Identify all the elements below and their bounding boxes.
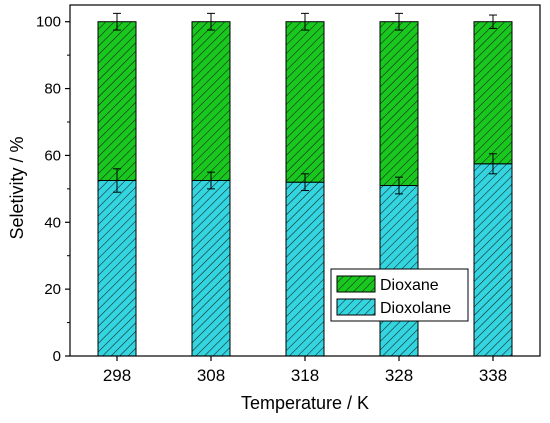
error-bar-dioxolane-308 xyxy=(207,171,215,190)
x-tick-label: 318 xyxy=(291,366,319,385)
bar-dioxane-308 xyxy=(191,21,231,182)
error-bar-dioxane-308 xyxy=(207,12,215,31)
error-bars-layer xyxy=(113,12,497,195)
legend: Dioxane Dioxolane xyxy=(330,268,469,322)
y-axis: 0 20 40 60 80 100 xyxy=(36,14,70,365)
error-bar-dioxane-318 xyxy=(301,12,309,31)
bar-dioxane-298 xyxy=(97,21,137,182)
y-tick-label: 60 xyxy=(44,147,61,164)
y-tick-label: 0 xyxy=(53,348,61,365)
x-tick-label: 328 xyxy=(385,366,413,385)
y-tick-label: 100 xyxy=(36,14,61,31)
bar-dioxane-338 xyxy=(473,21,513,165)
error-bar-dioxane-298 xyxy=(113,12,121,31)
y-tick-label: 40 xyxy=(44,214,61,231)
error-bar-dioxolane-328 xyxy=(395,176,403,195)
legend-swatch-dioxane xyxy=(336,275,376,293)
bar-dioxolane-318 xyxy=(285,181,325,357)
x-tick-label: 308 xyxy=(197,366,225,385)
error-bar-dioxolane-318 xyxy=(301,173,309,192)
bar-dioxolane-298 xyxy=(97,180,137,357)
error-bar-dioxane-328 xyxy=(395,12,403,31)
y-tick-label: 20 xyxy=(44,281,61,298)
x-axis-label: Temperature / K xyxy=(241,393,369,413)
bars-layer xyxy=(97,21,513,357)
legend-label-dioxane: Dioxane xyxy=(380,277,439,294)
bar-dioxolane-338 xyxy=(473,163,513,357)
legend-swatch-dioxolane xyxy=(336,298,376,316)
y-axis-label: Seletivity / % xyxy=(7,136,27,239)
bar-dioxane-318 xyxy=(285,21,325,183)
legend-label-dioxolane: Dioxolane xyxy=(380,300,451,317)
x-tick-label: 298 xyxy=(103,366,131,385)
y-tick-label: 80 xyxy=(44,81,61,98)
x-tick-label: 338 xyxy=(479,366,507,385)
bar-dioxane-328 xyxy=(379,21,419,187)
x-axis: 298 308 318 328 338 xyxy=(103,356,507,385)
error-bar-dioxolane-338 xyxy=(489,153,497,175)
error-bar-dioxane-338 xyxy=(489,14,497,29)
bar-dioxolane-308 xyxy=(191,180,231,357)
error-bar-dioxolane-298 xyxy=(113,168,121,193)
